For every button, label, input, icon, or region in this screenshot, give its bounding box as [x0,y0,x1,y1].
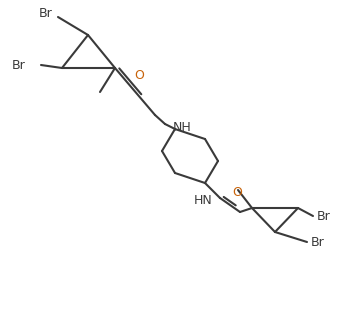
Text: O: O [232,186,242,199]
Text: NH: NH [173,121,192,133]
Text: Br: Br [11,59,25,71]
Text: Br: Br [38,6,52,20]
Text: O: O [135,69,145,82]
Text: HN: HN [193,194,212,206]
Text: Br: Br [311,236,325,249]
Text: Br: Br [317,210,331,222]
